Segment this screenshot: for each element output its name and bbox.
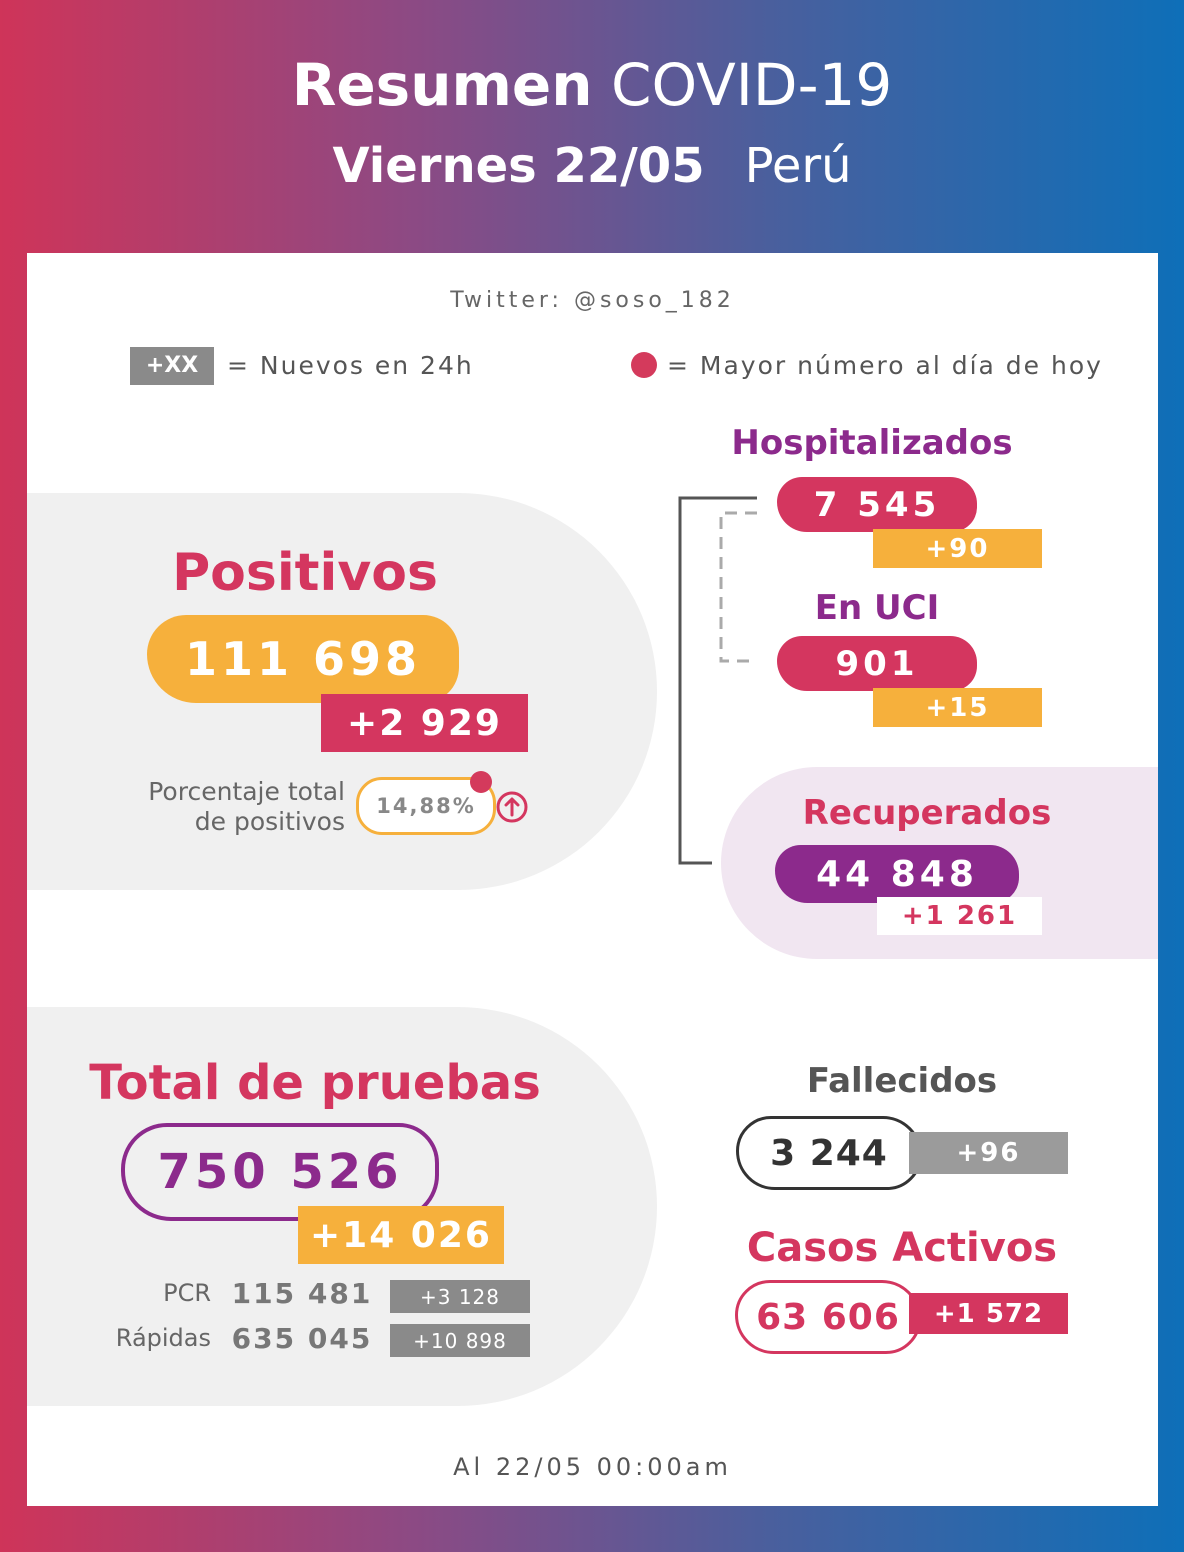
- uci-total: 901: [777, 636, 977, 691]
- recuperados-total: 44 848: [775, 845, 1019, 903]
- record-dot: [470, 771, 492, 793]
- pct-label-line1: Porcentaje total: [148, 777, 345, 806]
- hospitalizados-new: +90: [873, 529, 1042, 568]
- footer-timestamp: Al 22/05 00:00am: [453, 1453, 732, 1481]
- page-subtitle: Viernes 22/05 Perú: [0, 135, 1184, 197]
- recuperados-title: Recuperados: [802, 793, 1052, 833]
- pcr-new: +3 128: [390, 1280, 530, 1313]
- arrow-up-icon: [495, 790, 529, 828]
- legend-new-badge: +XX: [130, 347, 214, 385]
- pcr-value: 115 481: [231, 1277, 373, 1310]
- pruebas-title: Total de pruebas: [89, 1055, 541, 1111]
- title-light: COVID-19: [611, 51, 893, 119]
- pct-label: Porcentaje total de positivos: [87, 777, 345, 837]
- positivos-title: Positivos: [172, 543, 438, 603]
- hospitalizados-title: Hospitalizados: [731, 423, 1013, 463]
- pruebas-new: +14 026: [298, 1206, 504, 1264]
- legend-dot-text: = Mayor número al día de hoy: [667, 351, 1103, 380]
- rapidas-new: +10 898: [390, 1324, 530, 1357]
- legend-new-text: = Nuevos en 24h: [227, 351, 474, 380]
- rapidas-value: 635 045: [231, 1322, 373, 1355]
- summary-card: Twitter: @soso_182 +XX = Nuevos en 24h =…: [27, 253, 1158, 1506]
- recuperados-new: +1 261: [877, 897, 1042, 935]
- pct-label-line2: de positivos: [194, 807, 345, 836]
- date-label: Viernes 22/05: [332, 138, 705, 194]
- pcr-label: PCR: [163, 1279, 211, 1307]
- positivos-total: 111 698: [147, 615, 459, 703]
- activos-title: Casos Activos: [746, 1225, 1058, 1271]
- fallecidos-total: 3 244: [736, 1116, 922, 1190]
- hospitalizados-total: 7 545: [777, 477, 977, 532]
- positivos-new: +2 929: [321, 694, 528, 752]
- uci-title: En UCI: [814, 588, 940, 628]
- rapidas-label: Rápidas: [115, 1324, 211, 1352]
- twitter-handle: Twitter: @soso_182: [450, 288, 735, 313]
- activos-total: 63 606: [735, 1280, 921, 1354]
- legend-record-dot: [631, 352, 657, 378]
- uci-new: +15: [873, 688, 1042, 727]
- connector-lines: [678, 496, 757, 865]
- fallecidos-title: Fallecidos: [806, 1061, 998, 1101]
- fallecidos-new: +96: [909, 1132, 1068, 1174]
- country-label: Perú: [744, 138, 852, 194]
- activos-new: +1 572: [909, 1293, 1068, 1334]
- pruebas-total: 750 526: [121, 1123, 439, 1221]
- title-bold: Resumen: [291, 51, 593, 119]
- page-title: Resumen COVID-19: [0, 50, 1184, 120]
